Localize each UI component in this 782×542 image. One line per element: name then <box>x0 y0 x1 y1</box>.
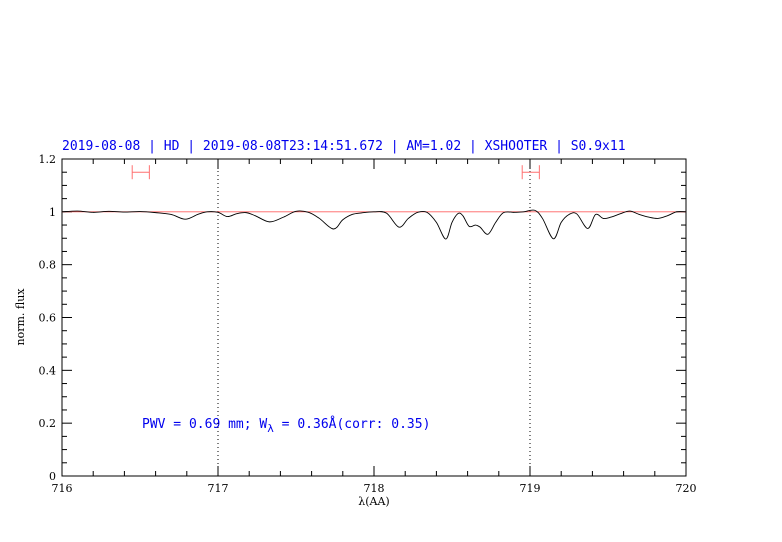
chart-title: 2019-08-08 | HD | 2019-08-08T23:14:51.67… <box>62 139 626 154</box>
y-tick-label: 0.4 <box>39 364 57 377</box>
x-tick-label: 717 <box>208 482 229 495</box>
x-tick-label: 718 <box>364 482 385 495</box>
y-tick-label: 0.2 <box>39 417 57 430</box>
x-axis-label: λ(AA) <box>358 495 389 508</box>
x-tick-label: 719 <box>520 482 541 495</box>
y-tick-label: 1.2 <box>39 153 57 166</box>
y-axis-label: norm. flux <box>14 288 27 346</box>
y-tick-label: 0 <box>49 470 56 483</box>
y-tick-label: 0.8 <box>39 259 57 272</box>
pwv-annotation: PWV = 0.69 mm; Wλ = 0.36Å(corr: 0.35) <box>142 416 430 435</box>
spectrum-line <box>61 209 687 240</box>
x-tick-label: 720 <box>676 482 697 495</box>
y-tick-label: 1 <box>49 206 56 219</box>
y-tick-label: 0.6 <box>39 312 57 325</box>
x-tick-label: 716 <box>52 482 73 495</box>
